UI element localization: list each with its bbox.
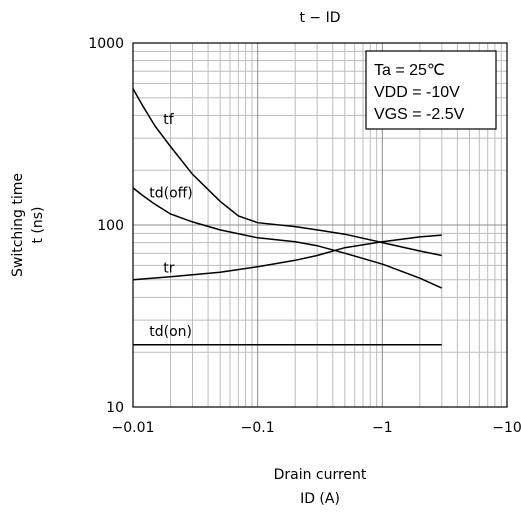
legend-line: VGS = -2.5V <box>374 106 465 123</box>
y-axis-unit: t (ns) <box>30 206 46 243</box>
curves <box>132 88 443 346</box>
series-line-td-off <box>132 187 443 289</box>
legend-line: Ta = 25℃ <box>374 62 445 79</box>
legend-box <box>365 50 497 130</box>
y-tick-labels: 10 100 1000 <box>88 36 124 416</box>
series-labels: tf td(off) tr td(on) <box>149 112 193 340</box>
x-axis-label: Drain current <box>274 467 367 483</box>
legend-line: VDD = -10V <box>374 84 460 101</box>
series-line-tf <box>132 88 442 257</box>
y-tick-label: 10 <box>106 400 124 416</box>
series-label-td-off: td(off) <box>149 185 193 201</box>
x-tick-label: −10 <box>492 420 521 436</box>
chart-title: t − ID <box>299 10 340 26</box>
series-line-tr <box>132 234 442 281</box>
x-tick-label: −0.1 <box>241 420 275 436</box>
series-label-tr: tr <box>163 260 174 276</box>
y-axis-label: Switching time <box>10 173 26 277</box>
series-label-td-on: td(on) <box>149 324 192 340</box>
plot-frame <box>132 42 508 408</box>
y-tick-label: 1000 <box>88 36 124 52</box>
x-tick-labels: −0.01 −0.1 −1 −10 <box>112 420 521 436</box>
y-tick-label: 100 <box>97 218 124 234</box>
legend: Ta = 25℃ VDD = -10V VGS = -2.5V <box>365 50 497 130</box>
x-tick-label: −1 <box>372 420 393 436</box>
x-axis-unit: ID (A) <box>300 491 340 507</box>
series-label-tf: tf <box>163 112 174 128</box>
x-tick-label: −0.01 <box>112 420 155 436</box>
